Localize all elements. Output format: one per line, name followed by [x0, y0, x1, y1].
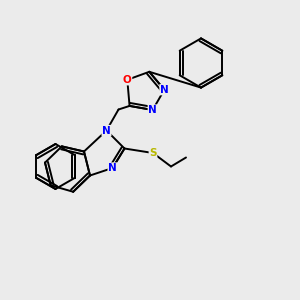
- Text: N: N: [160, 85, 169, 95]
- Text: O: O: [123, 75, 132, 85]
- Text: N: N: [102, 125, 111, 136]
- Text: N: N: [148, 105, 157, 115]
- Text: S: S: [149, 148, 157, 158]
- Text: N: N: [108, 163, 117, 173]
